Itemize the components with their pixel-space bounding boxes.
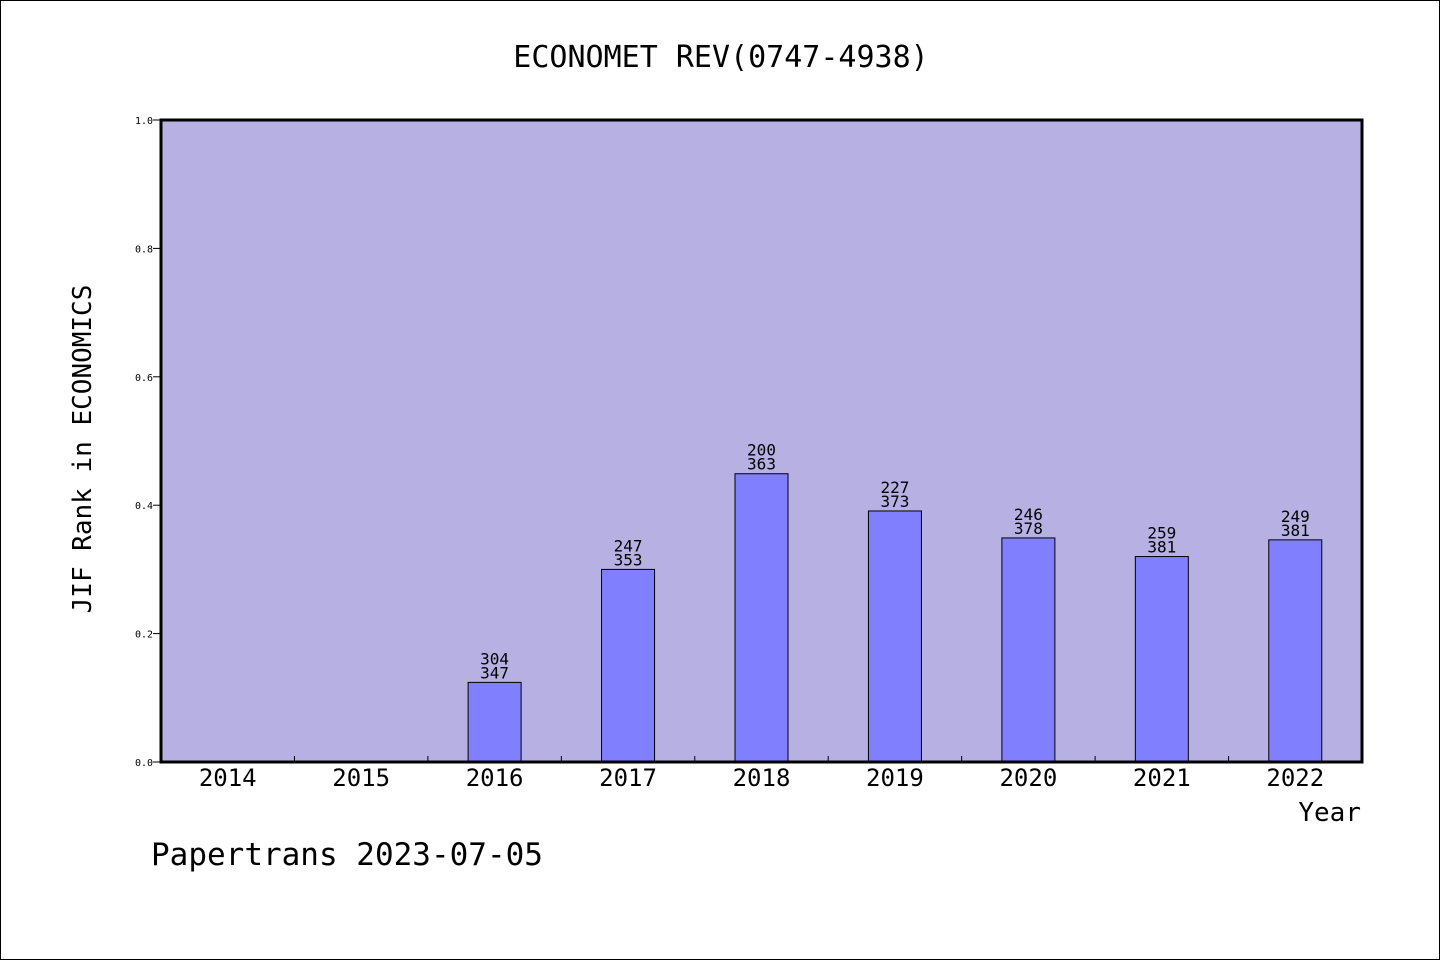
y-tick-label: 0.6 bbox=[135, 373, 153, 384]
x-tick-label: 2019 bbox=[866, 764, 924, 792]
x-tick-label: 2016 bbox=[466, 764, 524, 792]
bar-2022 bbox=[1268, 539, 1323, 763]
x-tick-label: 2022 bbox=[1266, 764, 1324, 792]
x-axis-label: Year bbox=[1298, 798, 1361, 828]
y-tick-label: 0.4 bbox=[135, 501, 153, 512]
x-tick-label: 2018 bbox=[733, 764, 791, 792]
x-axis-ticks: 2014 2015 2016 2017 2018 2019 2020 2021 2022 bbox=[199, 756, 1324, 792]
x-tick-label: 2017 bbox=[599, 764, 657, 792]
bar-total-label: 353 bbox=[614, 550, 643, 569]
bar-total-label: 373 bbox=[880, 492, 909, 511]
y-axis-label: JIF Rank in ECONOMICS bbox=[68, 285, 98, 614]
x-tick-label: 2014 bbox=[199, 764, 257, 792]
y-tick-label: 0.8 bbox=[135, 244, 153, 255]
bar-rank-label: 246 bbox=[1014, 505, 1043, 524]
bar-total-label: 347 bbox=[480, 663, 509, 682]
y-tick-label: 0.2 bbox=[135, 630, 153, 641]
bar-total-label: 381 bbox=[1147, 538, 1176, 557]
bar-rank-label: 227 bbox=[880, 478, 909, 497]
y-tick-label: 1.0 bbox=[135, 116, 153, 127]
bar-rank-label: 249 bbox=[1281, 507, 1310, 526]
y-axis-ticks: 0.0 0.2 0.4 0.6 0.8 1.0 bbox=[135, 116, 161, 769]
footer-credit: Papertrans 2023-07-05 bbox=[151, 837, 543, 873]
chart-title: ECONOMET REV(0747-4938) bbox=[513, 40, 928, 75]
bar-total-label: 363 bbox=[747, 455, 776, 474]
bar-2018 bbox=[734, 473, 789, 763]
bar-2021 bbox=[1134, 556, 1189, 763]
bar-rank-label: 259 bbox=[1147, 524, 1176, 543]
bar-2020 bbox=[1001, 537, 1056, 763]
bar-total-label: 381 bbox=[1281, 521, 1310, 540]
bar-2016 bbox=[467, 681, 522, 763]
bar-2019 bbox=[867, 510, 922, 763]
x-tick-label: 2015 bbox=[332, 764, 390, 792]
bar-total-label: 378 bbox=[1014, 519, 1043, 538]
x-tick-label: 2020 bbox=[999, 764, 1057, 792]
bar-rank-label: 200 bbox=[747, 441, 776, 460]
x-tick-label: 2021 bbox=[1133, 764, 1191, 792]
bar-rank-label: 247 bbox=[614, 536, 643, 555]
bar-2017 bbox=[601, 568, 656, 763]
y-tick-label: 0.0 bbox=[135, 758, 153, 769]
plot-border bbox=[159, 118, 1364, 764]
bar-rank-label: 304 bbox=[480, 649, 509, 668]
